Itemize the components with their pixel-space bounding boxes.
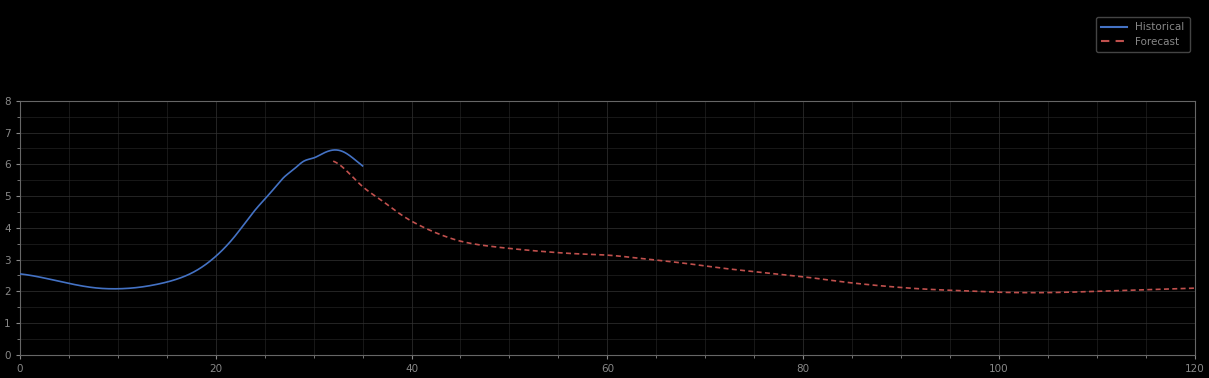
- Legend: Historical, Forecast: Historical, Forecast: [1095, 17, 1190, 52]
